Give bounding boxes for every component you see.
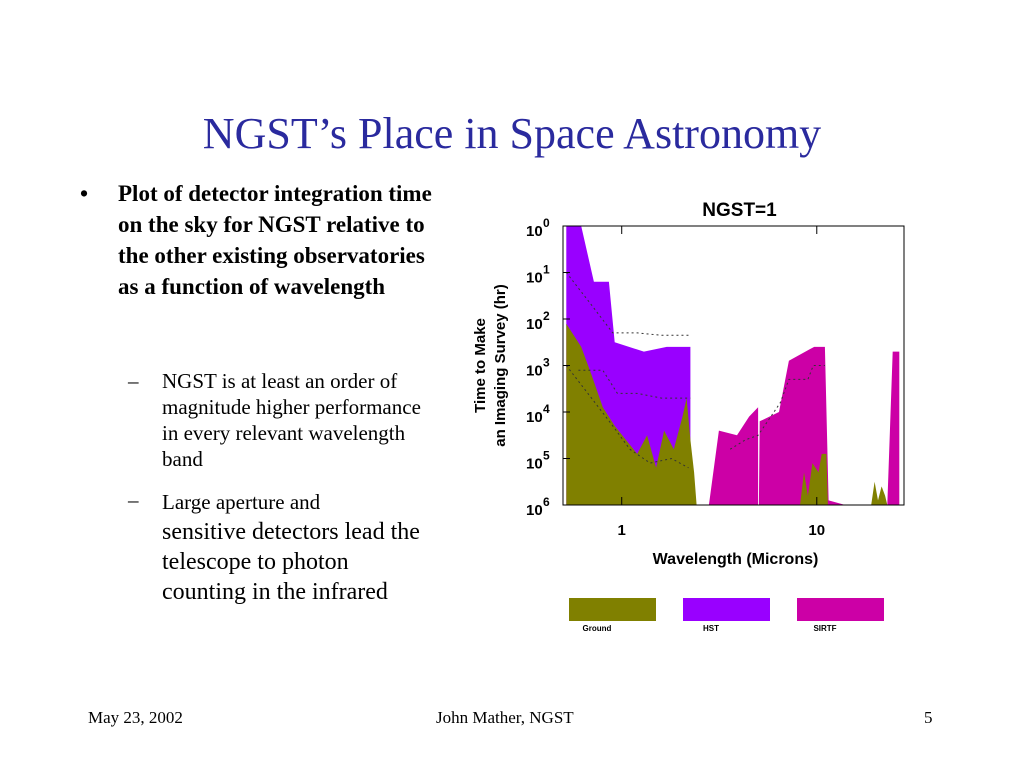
sub-bullet-1-text: NGST is at least an order of magnitude h… — [162, 369, 421, 471]
y-tick-label-exponent: 4 — [543, 402, 550, 416]
legend-label-sirtf: SIRTF — [813, 624, 836, 633]
y-tick-label: 10 — [526, 502, 543, 519]
series-area-sirtf — [708, 346, 900, 505]
main-bullet: • Plot of detector integration time on t… — [80, 178, 450, 302]
wavelength-chart: 1 10 10 0 10 1 10 2 10 3 10 4 10 5 10 6 NGST=1 Wavelength… — [460, 180, 940, 640]
y-tick-label-exponent: 3 — [543, 356, 550, 370]
y-tick-label: 10 — [526, 409, 543, 426]
dash-symbol: – — [128, 488, 139, 512]
y-axis-label-line2: an Imaging Survey (hr) — [492, 284, 509, 447]
sub-bullet-2-rest: sensitive detectors lead the telescope t… — [162, 519, 420, 605]
x-axis-label: Wavelength (Microns) — [653, 551, 819, 568]
legend-swatch-sirtf — [797, 598, 884, 621]
footer-date: May 23, 2002 — [88, 708, 183, 727]
dotted-line-4 — [729, 365, 825, 450]
legend-swatch-ground — [569, 598, 656, 621]
series-area-ground — [800, 453, 828, 505]
y-tick-label: 10 — [526, 270, 543, 287]
y-tick-label-exponent: 2 — [543, 309, 550, 323]
dash-symbol: – — [128, 369, 139, 393]
sub-bullet-2-text: Large aperture and sensitive detectors le… — [162, 487, 438, 607]
sub-bullet-2-first: Large aperture and — [162, 490, 321, 514]
y-tick-label-exponent: 0 — [543, 216, 550, 230]
y-tick-label-exponent: 1 — [543, 263, 550, 277]
series-area-ground — [871, 481, 888, 505]
y-axis-label-line1: Time to Make — [472, 318, 489, 413]
sub-bullet-2: – Large aperture and sensitive detectors … — [128, 487, 438, 607]
y-tick-label: 10 — [526, 363, 543, 380]
y-tick-label-exponent: 5 — [543, 449, 550, 463]
slide-title: NGST’s Place in Space Astronomy — [202, 109, 822, 158]
dotted-line-2 — [578, 369, 691, 399]
footer-page-number: 5 — [924, 708, 933, 727]
x-tick-label: 10 — [808, 522, 825, 539]
dotted-line-3 — [565, 365, 689, 469]
y-tick-label: 10 — [526, 223, 543, 240]
legend-label-hst: HST — [703, 624, 719, 633]
legend-label-ground: Ground — [583, 624, 612, 633]
legend-swatch-hst — [683, 598, 770, 621]
chart-title: NGST=1 — [702, 200, 777, 221]
bullet-symbol: • — [80, 181, 89, 206]
y-tick-label: 10 — [526, 456, 543, 473]
x-tick-label: 1 — [618, 522, 626, 539]
main-bullet-text: Plot of detector integration time on the… — [118, 181, 432, 299]
series-area-ground — [566, 323, 697, 505]
footer-author: John Mather, NGST — [436, 708, 574, 727]
sub-bullet-1: – NGST is at least an order of magnitude… — [128, 368, 438, 472]
y-tick-label: 10 — [526, 316, 543, 333]
y-tick-label-exponent: 6 — [543, 495, 550, 509]
